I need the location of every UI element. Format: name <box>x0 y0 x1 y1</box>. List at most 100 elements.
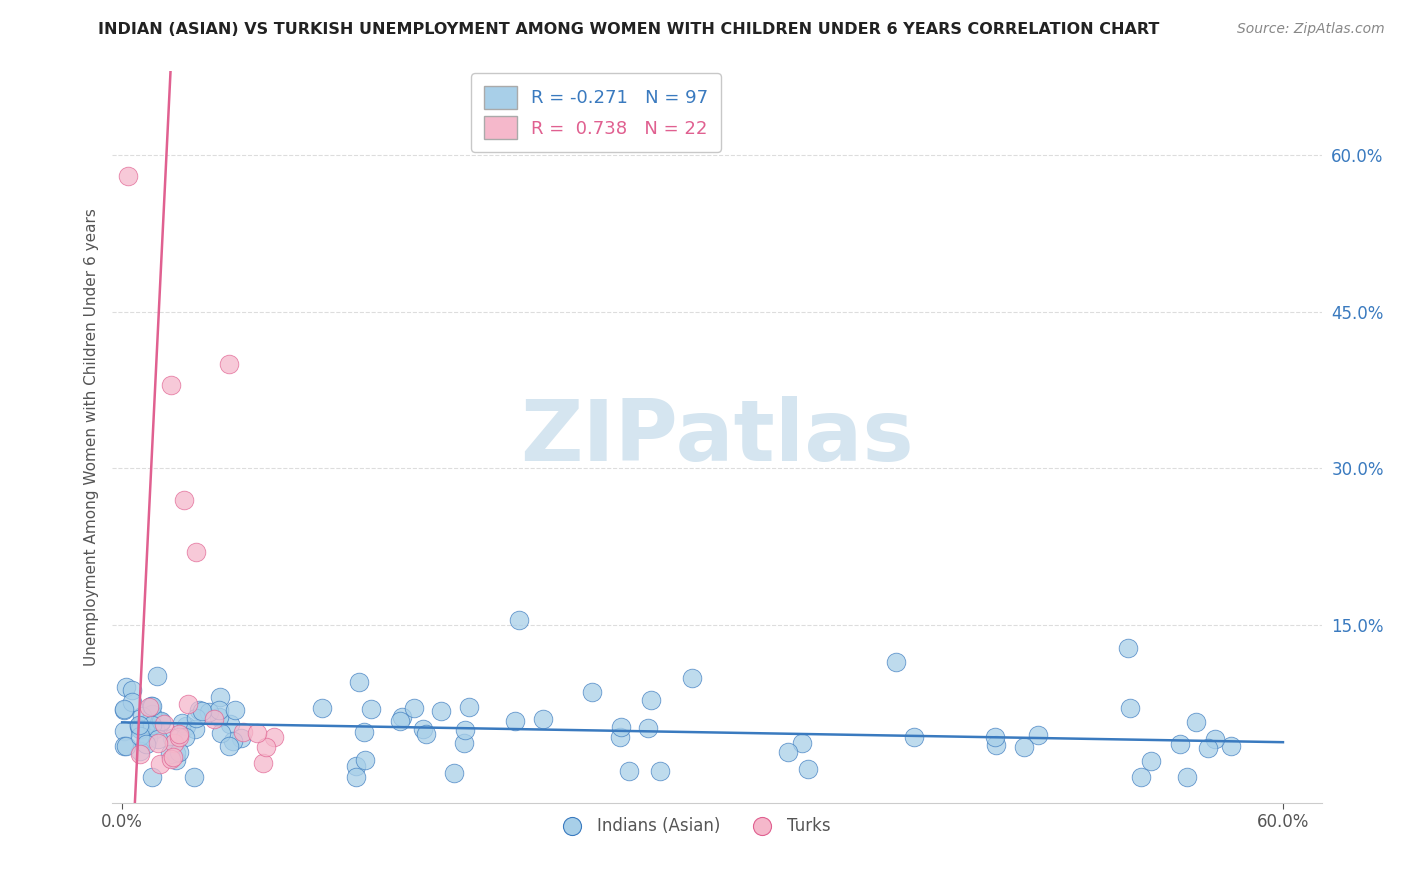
Point <box>162 750 184 764</box>
Point <box>138 700 160 714</box>
Point <box>776 745 799 759</box>
Point <box>184 722 207 736</box>
Point <box>1219 739 1241 754</box>
Point <box>208 710 231 724</box>
Point <box>254 740 277 755</box>
Legend: Indians (Asian), Turks: Indians (Asian), Turks <box>548 811 837 842</box>
Point <box>209 726 232 740</box>
Point <box>1130 770 1153 784</box>
Point <box>457 700 479 714</box>
Point <box>135 717 157 731</box>
Point <box>1185 715 1208 730</box>
Point <box>128 722 150 736</box>
Point <box>163 736 186 750</box>
Point <box>1175 770 1198 784</box>
Point <box>128 719 150 733</box>
Point <box>141 717 163 731</box>
Point <box>637 721 659 735</box>
Point <box>129 744 152 758</box>
Point <box>353 724 375 739</box>
Point <box>349 675 371 690</box>
Point <box>218 357 240 371</box>
Point <box>112 739 135 754</box>
Point <box>1026 728 1049 742</box>
Point <box>150 714 173 729</box>
Point <box>183 770 205 784</box>
Point <box>389 714 412 729</box>
Point <box>415 726 437 740</box>
Point <box>165 752 187 766</box>
Point <box>153 717 176 731</box>
Point <box>129 747 152 761</box>
Point <box>131 708 153 723</box>
Point <box>128 718 150 732</box>
Y-axis label: Unemployment Among Women with Children Under 6 years: Unemployment Among Women with Children U… <box>83 208 98 666</box>
Point <box>112 702 135 716</box>
Point <box>160 731 183 745</box>
Point <box>1204 731 1226 746</box>
Point <box>173 492 195 507</box>
Point <box>159 752 181 766</box>
Point <box>136 731 159 746</box>
Point <box>454 723 477 738</box>
Point <box>170 716 193 731</box>
Point <box>453 736 475 750</box>
Point <box>174 718 197 732</box>
Point <box>115 681 138 695</box>
Point <box>112 703 135 717</box>
Point <box>208 690 231 704</box>
Point <box>218 739 240 753</box>
Point <box>797 762 820 776</box>
Point <box>173 730 195 744</box>
Point <box>135 737 157 751</box>
Point <box>391 709 413 723</box>
Point <box>177 697 200 711</box>
Point <box>146 736 169 750</box>
Point <box>1168 737 1191 751</box>
Point <box>150 714 173 729</box>
Point <box>121 695 143 709</box>
Point <box>202 712 225 726</box>
Point <box>903 730 925 744</box>
Point <box>143 723 166 737</box>
Point <box>581 685 603 699</box>
Point <box>232 725 254 739</box>
Point <box>219 717 242 731</box>
Point <box>353 753 375 767</box>
Point <box>344 759 367 773</box>
Point <box>884 655 907 669</box>
Point <box>681 671 703 685</box>
Point <box>224 703 246 717</box>
Point <box>188 703 211 717</box>
Point <box>221 734 243 748</box>
Point <box>640 692 662 706</box>
Point <box>148 731 170 746</box>
Point <box>360 702 382 716</box>
Point <box>112 724 135 739</box>
Point <box>117 169 139 183</box>
Text: INDIAN (ASIAN) VS TURKISH UNEMPLOYMENT AMONG WOMEN WITH CHILDREN UNDER 6 YEARS C: INDIAN (ASIAN) VS TURKISH UNEMPLOYMENT A… <box>98 22 1160 37</box>
Point <box>167 745 190 759</box>
Point <box>1140 755 1163 769</box>
Point <box>159 747 181 761</box>
Point <box>984 738 1007 752</box>
Point <box>503 714 526 728</box>
Point <box>246 725 269 739</box>
Point <box>114 739 136 753</box>
Point <box>984 730 1007 744</box>
Point <box>208 703 231 717</box>
Point <box>141 706 163 721</box>
Point <box>159 377 181 392</box>
Point <box>531 712 554 726</box>
Point <box>412 722 434 736</box>
Point <box>648 764 671 779</box>
Point <box>184 545 207 559</box>
Point <box>231 731 253 745</box>
Point <box>141 699 163 714</box>
Point <box>198 705 221 719</box>
Point <box>148 756 170 771</box>
Point <box>508 613 530 627</box>
Point <box>617 764 640 779</box>
Point <box>263 730 285 744</box>
Point <box>609 730 631 744</box>
